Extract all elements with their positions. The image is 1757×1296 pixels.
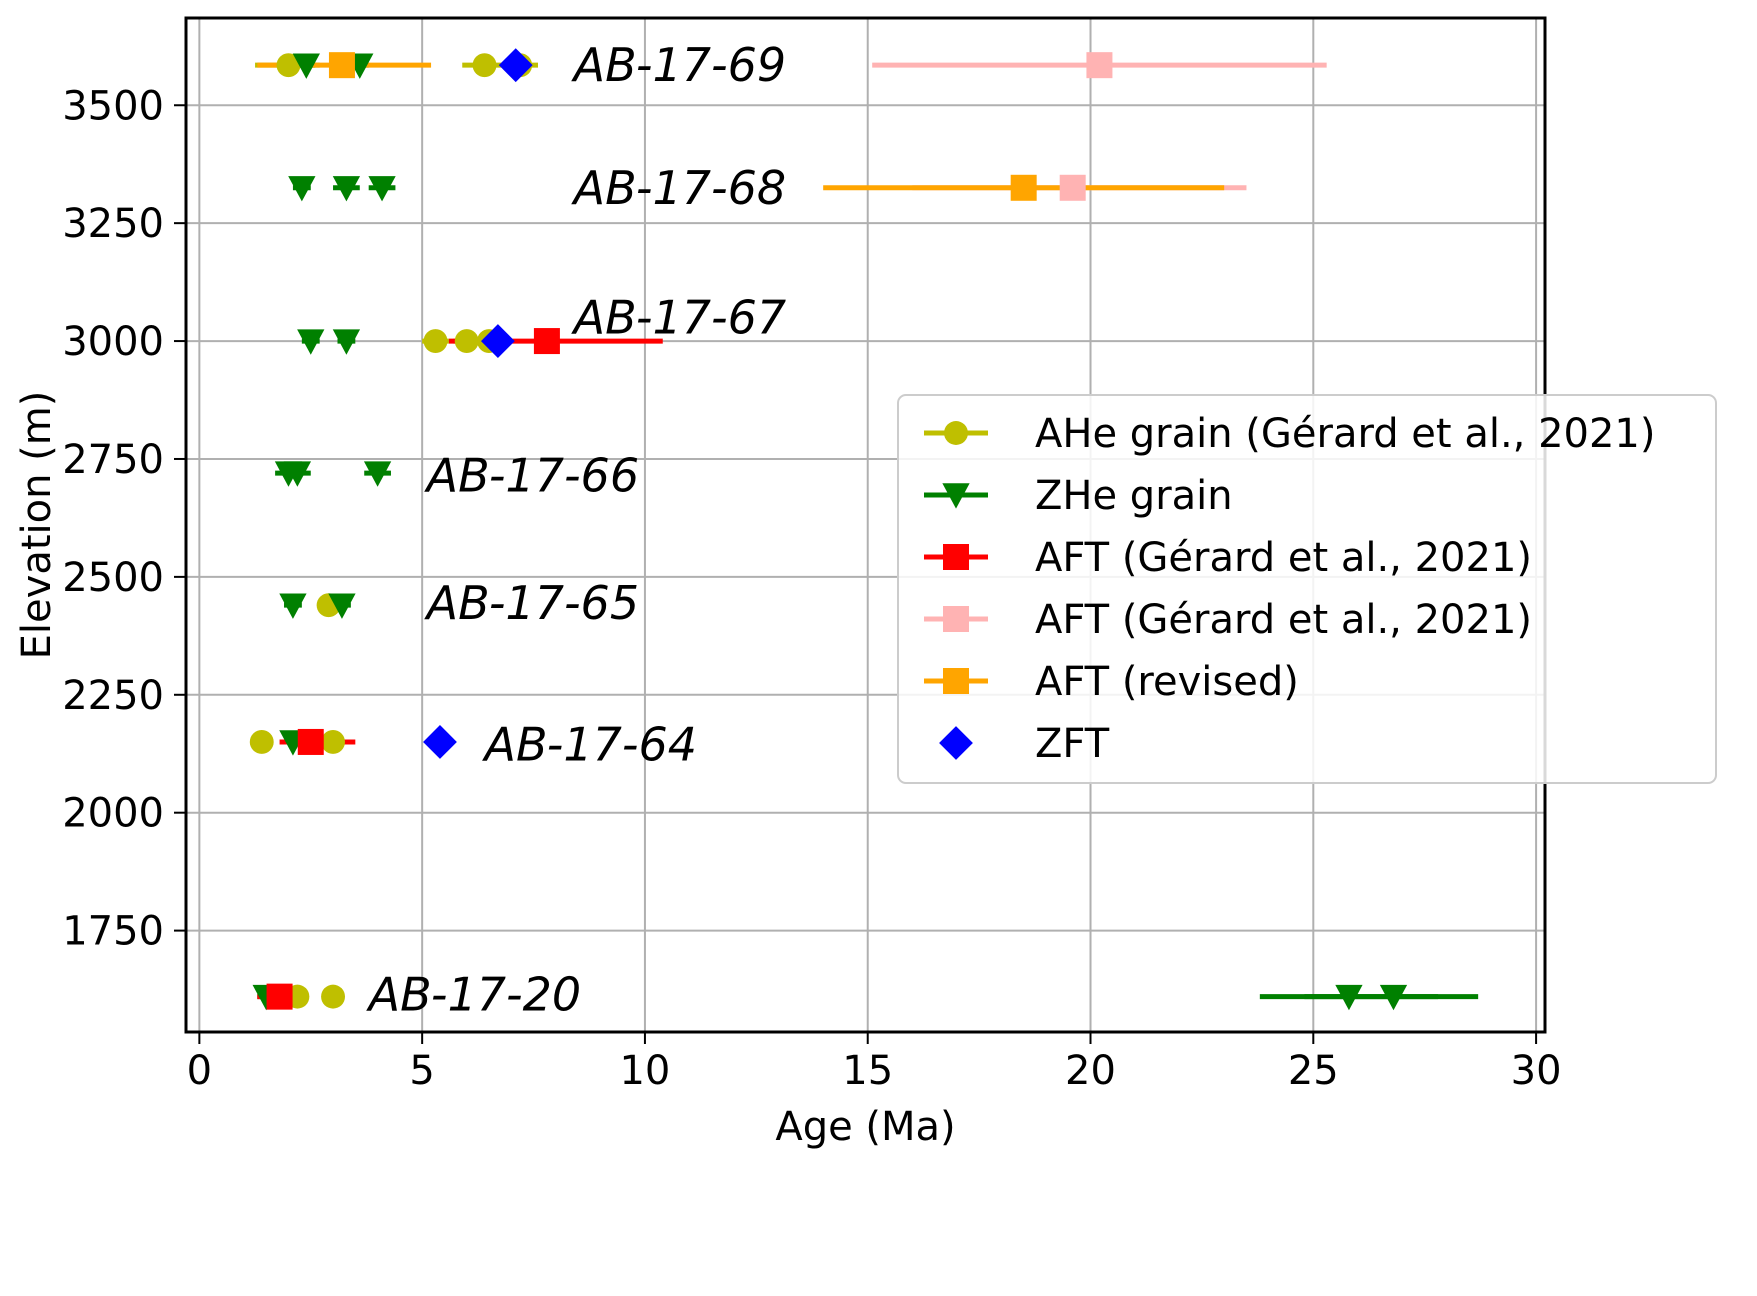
sample-label: AB-17-65 — [424, 576, 639, 630]
zhe-marker — [328, 593, 356, 619]
x-axis-label: Age (Ma) — [775, 1104, 955, 1150]
y-tick-label: 2750 — [62, 437, 164, 483]
x-tick-label: 5 — [409, 1048, 434, 1094]
legend-label: AFT (Gérard et al., 2021) — [1035, 535, 1532, 581]
zhe-marker — [297, 329, 325, 355]
ahe-marker — [321, 729, 345, 754]
x-tick-label: 30 — [1511, 1048, 1562, 1094]
y-tick-label: 3250 — [62, 201, 164, 247]
x-tick-label: 20 — [1065, 1048, 1116, 1094]
ahe-marker — [276, 53, 301, 78]
aft_prev-marker — [1086, 52, 1113, 79]
legend: AHe grain (Gérard et al., 2021) ZHe grain… — [897, 394, 1717, 784]
sample-label: AB-17-69 — [571, 38, 786, 92]
x-tick-label: 10 — [619, 1048, 670, 1094]
ahe-marker — [423, 329, 448, 354]
legend-marker-zft — [939, 726, 973, 760]
aft_revised-marker — [1010, 174, 1037, 201]
zhe-marker — [363, 461, 392, 487]
y-tick-label: 2000 — [62, 791, 164, 837]
sample-label: AB-17-67 — [571, 290, 786, 344]
x-tick-label: 25 — [1288, 1048, 1339, 1094]
legend-marker-ahe — [944, 421, 968, 445]
legend-label: ZHe grain — [1035, 473, 1233, 519]
legend-marker-aft — [943, 544, 969, 570]
ahe-marker — [472, 53, 497, 78]
zhe-marker — [292, 53, 320, 79]
ahe-marker — [454, 329, 479, 354]
ahe-marker — [321, 984, 345, 1009]
sample-label: AB-17-20 — [366, 967, 581, 1021]
zhe-marker — [288, 176, 316, 202]
aft_prev-marker — [1059, 174, 1086, 201]
legend-label: AFT (Gérard et al., 2021) — [1035, 597, 1532, 643]
legend-label: AFT (revised) — [1035, 659, 1299, 705]
zft-marker — [423, 725, 457, 759]
zhe-marker — [332, 176, 361, 202]
y-tick-label: 3000 — [62, 319, 164, 365]
y-axis-label: Elevation (m) — [14, 391, 60, 660]
aft-marker — [297, 728, 324, 755]
x-tick-label: 15 — [842, 1048, 893, 1094]
legend-marker-aft_prev — [943, 606, 969, 632]
aft-marker — [266, 983, 293, 1010]
aft_revised-marker — [328, 52, 355, 79]
sample-labels: AB-17-69 AB-17-68 AB-17-67 AB-17-66 AB-17-65… — [366, 38, 786, 1021]
zhe-marker — [279, 593, 307, 619]
legend-label: ZFT — [1035, 721, 1110, 767]
zhe-marker — [332, 329, 361, 355]
zft-marker — [481, 324, 515, 358]
sample-label: AB-17-68 — [571, 161, 786, 215]
legend-box — [897, 394, 1717, 784]
aft-marker — [533, 328, 560, 355]
axis-ticks: 0 5 10 15 20 25 30 1750 2000 2250 2500 2750 3000 3250… — [62, 83, 1561, 1094]
zhe-marker — [368, 176, 396, 202]
y-tick-label: 3500 — [62, 83, 164, 129]
zft-marker — [498, 48, 533, 83]
x-tick-label: 0 — [187, 1048, 212, 1094]
legend-label: AHe grain (Gérard et al., 2021) — [1035, 411, 1656, 457]
zhe-marker — [283, 461, 312, 487]
y-tick-label: 1750 — [62, 909, 164, 955]
data-markers — [249, 48, 1408, 1011]
y-tick-label: 2500 — [62, 555, 164, 601]
sample-label: AB-17-66 — [424, 448, 639, 502]
zhe-marker — [1335, 984, 1363, 1011]
legend-marker-aft_revised — [943, 668, 969, 694]
zhe-marker — [1379, 984, 1408, 1011]
legend-marker-zhe — [942, 483, 970, 509]
sample-label: AB-17-64 — [482, 717, 697, 771]
y-tick-label: 2250 — [62, 673, 164, 719]
ahe-marker — [249, 729, 274, 754]
